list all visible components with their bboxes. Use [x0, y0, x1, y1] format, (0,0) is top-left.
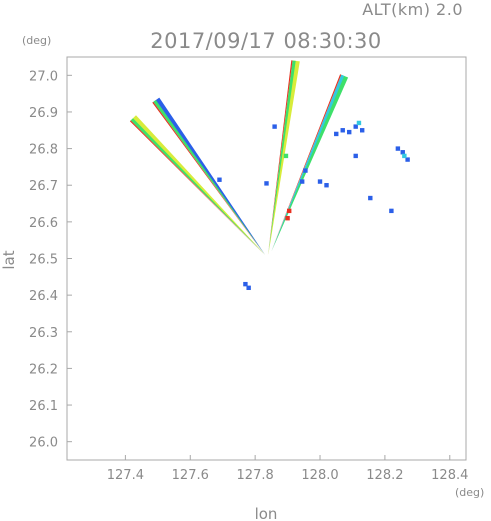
echo-point	[243, 281, 248, 287]
echo-point	[359, 128, 365, 133]
echo-point	[402, 153, 407, 159]
echo-streak-band	[268, 60, 296, 255]
echo-streak	[271, 74, 349, 252]
echo-point	[353, 124, 358, 129]
echo-streak-band	[129, 120, 265, 256]
echo-streak-band	[271, 74, 342, 252]
echo-point	[217, 177, 222, 182]
y-tick-label: 26.9	[29, 106, 58, 121]
echo-streak-band	[153, 100, 265, 255]
x-tick-label: 128.4	[431, 468, 468, 483]
y-tick-label: 26.6	[29, 216, 58, 231]
echo-point	[389, 208, 394, 214]
echo-point	[303, 168, 308, 173]
echo-point	[395, 146, 401, 151]
echo-point	[285, 216, 290, 221]
echo-streak	[152, 97, 266, 256]
echo-streak-band	[152, 101, 265, 256]
y-tick-label: 26.1	[29, 399, 58, 414]
echo-point	[340, 128, 345, 133]
echo-point	[264, 181, 269, 186]
altitude-label: ALT(km) 2.0	[362, 0, 463, 19]
echo-point	[272, 124, 277, 129]
y-axis-label: lat	[0, 250, 18, 269]
echo-layer	[129, 60, 410, 291]
y-unit-label: (deg)	[22, 34, 51, 47]
x-tick-label: 128.2	[366, 468, 403, 483]
echo-point	[400, 150, 405, 155]
echo-streak-band	[271, 74, 349, 252]
echo-point	[299, 179, 305, 184]
echo-point	[246, 285, 251, 291]
echo-streak-band	[130, 115, 265, 255]
echo-point	[287, 208, 292, 214]
y-tick-label: 26.8	[29, 143, 58, 158]
chart-title: 2017/09/17 08:30:30	[150, 29, 382, 53]
x-tick-label: 128.0	[301, 468, 338, 483]
echo-point	[317, 179, 323, 184]
echo-point	[405, 157, 410, 162]
x-unit-label: (deg)	[455, 486, 484, 499]
echo-streak	[129, 115, 265, 256]
plot-frame	[66, 56, 467, 461]
echo-point	[283, 153, 289, 159]
y-tick-label: 26.2	[29, 362, 58, 377]
x-axis-label: lon	[255, 505, 278, 521]
y-tick-label: 26.4	[29, 289, 58, 304]
echo-point	[334, 131, 339, 137]
echo-point	[347, 129, 352, 135]
axis-ticks: 127.4 127.6 127.8 128.0 128.2 128.4 26.0 26.1 26…	[29, 69, 468, 483]
echo-streak-band	[271, 74, 345, 252]
x-tick-label: 127.4	[107, 468, 144, 483]
y-tick-label: 26.3	[29, 326, 58, 341]
y-tick-label: 26.0	[29, 436, 58, 451]
echo-streak-band	[130, 118, 265, 255]
echo-point	[356, 120, 362, 126]
echo-streak-band	[267, 60, 293, 255]
y-tick-label: 26.7	[29, 179, 58, 194]
echo-point	[324, 183, 329, 188]
echo-point	[368, 195, 373, 201]
y-tick-label: 27.0	[29, 69, 58, 84]
x-tick-label: 127.6	[172, 468, 209, 483]
echo-point	[353, 153, 358, 159]
y-tick-label: 26.5	[29, 253, 58, 268]
x-tick-label: 127.8	[237, 468, 274, 483]
